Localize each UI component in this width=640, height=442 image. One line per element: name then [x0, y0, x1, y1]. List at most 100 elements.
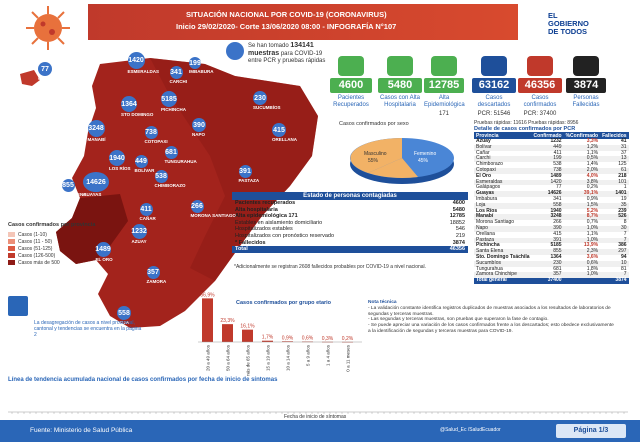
stat-card: 46356 Casos confirmados PCR: 37400: [518, 56, 562, 118]
shield-check-icon: [431, 56, 457, 76]
province-name: EL ORO: [95, 256, 113, 262]
table-cell: Los Ríos: [476, 207, 498, 214]
province-name: STA ELENA: [61, 191, 87, 197]
map-bubble: 390: [192, 118, 206, 132]
table-cell: 239: [618, 207, 627, 214]
table-row: Carchi 199 0,5% 13: [474, 156, 629, 163]
province-name: CHIMBORAZO: [154, 182, 186, 188]
samples-count: 134141: [290, 42, 314, 49]
map-bubble: 415: [272, 123, 286, 137]
status-label: Alta epidemiológica 171: [235, 213, 298, 220]
map-bubble: 558: [117, 306, 131, 320]
map-bubble: 77: [38, 62, 52, 76]
samples-text: Se han tomado 134141 muestras para COVID…: [248, 42, 333, 65]
table-cell: 3874: [600, 277, 629, 284]
legend-swatch: [8, 232, 15, 237]
table-cell: 357: [531, 272, 564, 279]
coronavirus-icon: [26, 6, 70, 50]
status-value: 12785: [449, 213, 465, 220]
column-header: Fallecidos: [600, 132, 629, 139]
table-cell: 230: [531, 260, 564, 267]
table-cell: 77: [556, 184, 562, 191]
age-bar-value: 16,1%: [240, 324, 255, 330]
table-cell: 526: [600, 214, 629, 221]
male-label: Masculino: [364, 151, 387, 157]
age-category-label: 15 a 19 años: [266, 344, 271, 371]
map-bubble: 3248: [87, 119, 105, 137]
stat-label: Casos descartados: [477, 95, 511, 108]
table-cell: 1,0%: [563, 237, 601, 244]
technical-note-title: Nota técnica: [368, 300, 397, 305]
stat-card: 63162 Casos descartados PCR: 51546: [472, 56, 516, 118]
table-row: Zamora Chinchipe 357 1,0% 7: [474, 272, 629, 279]
status-label: * Fallecidos: [235, 239, 266, 246]
page-indicator: Página 1/3: [556, 424, 626, 438]
province-name: SUCUMBÍOS: [253, 105, 281, 110]
province-name: CARCHI: [169, 78, 188, 84]
table-cell: 199: [531, 156, 564, 163]
note-line: - Se puede apreciar una variación de los…: [368, 323, 614, 334]
test-tube-icon: [226, 42, 244, 60]
province-name: ORELLANA: [272, 137, 297, 142]
table-cell: 266: [553, 219, 562, 226]
table-row: Galápagos 77 0,2% 1: [474, 185, 629, 191]
status-value: 5480: [452, 206, 465, 213]
age-bar-value: 0,3%: [322, 336, 334, 342]
table-row: Cotopaxi 738 2,0% 61: [474, 167, 629, 174]
footer-social[interactable]: @Salud_Ec /SaludEcuador: [440, 427, 501, 433]
table-cell: 2,3%: [563, 248, 601, 255]
footer: [0, 420, 640, 442]
trend-chart-title: Línea de tendencia acumulada nacional de…: [8, 377, 278, 383]
table-cell: 13: [600, 156, 629, 163]
table-cell: 1,0%: [563, 225, 601, 232]
table-cell: Carchi: [474, 156, 532, 163]
table-cell: 558: [531, 202, 564, 209]
province-name: STO DOMINGO: [121, 112, 154, 117]
table-cell: Manabí: [474, 214, 532, 221]
check-circle-icon: [527, 56, 553, 76]
infected-status-title: Estado de personas contagiadas: [232, 192, 468, 200]
table-cell: 738: [531, 167, 564, 174]
table-row: Cañar 411 1,1% 37: [474, 150, 629, 157]
age-bar-value: 0,2%: [342, 336, 354, 342]
map-bubble: 266: [190, 199, 204, 213]
map-bubble: 230: [253, 91, 267, 105]
table-row: Sucumbíos 230 0,6% 10: [474, 260, 629, 267]
table-cell: 1,2%: [563, 144, 601, 151]
map-bubble: 855: [61, 178, 75, 192]
table-row: El Oro 1489 4,0% 218: [474, 173, 629, 180]
table-row: Morona Santiago 266 0,7% 8: [474, 219, 629, 226]
legend-item: Casos (51-125): [8, 245, 95, 252]
logo-line: DE TODOS: [548, 27, 588, 36]
table-cell: 13,9%: [583, 242, 599, 249]
table-cell: 1420: [531, 179, 564, 186]
table-row: Imbabura 341 0,9% 19: [474, 196, 629, 203]
column-header: %Confirmado: [563, 132, 601, 139]
province-name: TUNGURAHUA: [164, 158, 197, 164]
age-bar: [202, 298, 213, 342]
table-cell: Morona Santiago: [476, 219, 515, 226]
province-name: AZUAY: [131, 238, 147, 244]
table-cell: Esmeraldas: [474, 179, 532, 186]
legend-item: Casos (1-10): [8, 231, 95, 238]
table-cell: 538: [553, 161, 562, 168]
table-cell: Galápagos: [476, 184, 501, 191]
status-label: Hospitalizados estables: [235, 226, 293, 233]
age-bar: [282, 341, 293, 342]
table-cell: 855: [531, 248, 564, 255]
map-bubble: 738: [144, 125, 158, 139]
technical-note: Nota técnica - La validación constante i…: [368, 300, 616, 335]
table-cell: 681: [553, 265, 562, 272]
table-row: Pichincha 5185 13,9% 386: [474, 243, 629, 249]
table-cell: Orellana: [476, 230, 495, 237]
province-name: MANABÍ: [87, 136, 106, 142]
table-row: Pacientes recuperados 4600: [232, 200, 468, 207]
table-cell: Total general: [474, 277, 532, 284]
table-cell: Sucumbíos: [474, 260, 532, 267]
province-name: BOLÍVAR: [134, 167, 155, 173]
table-cell: 8: [623, 219, 627, 226]
map-bubble: 681: [164, 145, 178, 159]
table-cell: 35: [600, 202, 629, 209]
table-cell: Napo: [474, 225, 532, 232]
legend-label: Casos (11 - 50): [18, 238, 53, 245]
